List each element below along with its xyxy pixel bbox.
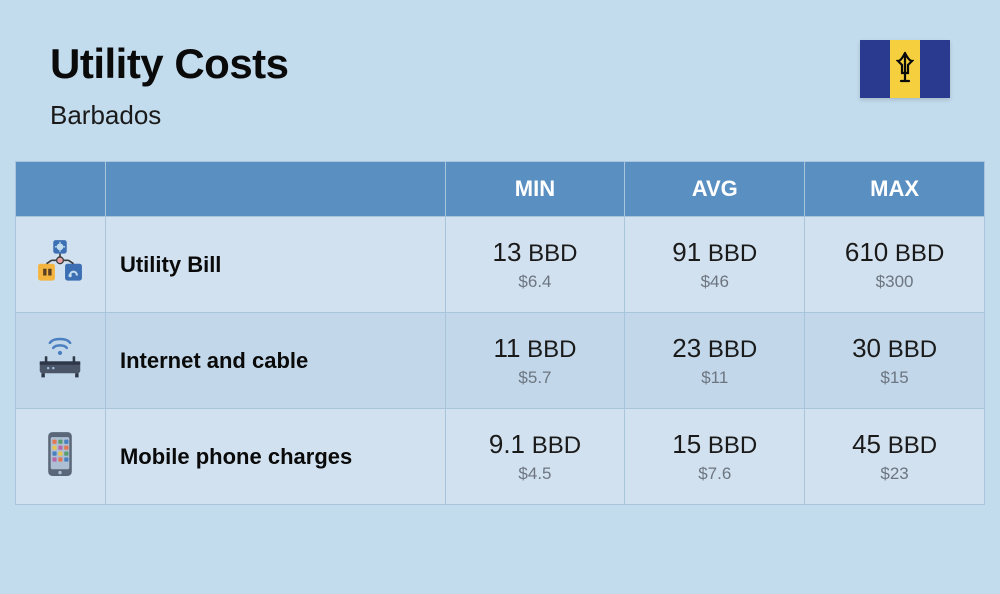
secondary-value: $4.5 (456, 464, 615, 484)
table-header-row: MIN AVG MAX (16, 162, 985, 217)
cell-max: 30 BBD $15 (805, 313, 985, 409)
primary-value: 9.1 BBD (456, 429, 615, 460)
col-icon (16, 162, 106, 217)
primary-value: 30 BBD (815, 333, 974, 364)
cell-avg: 91 BBD $46 (625, 217, 805, 313)
secondary-value: $300 (815, 272, 974, 292)
phone-icon (33, 427, 87, 481)
secondary-value: $11 (635, 368, 794, 388)
primary-value: 23 BBD (635, 333, 794, 364)
col-max: MAX (805, 162, 985, 217)
primary-value: 610 BBD (815, 237, 974, 268)
row-label: Utility Bill (105, 217, 445, 313)
col-min: MIN (445, 162, 625, 217)
cell-max: 610 BBD $300 (805, 217, 985, 313)
cell-min: 13 BBD $6.4 (445, 217, 625, 313)
secondary-value: $5.7 (456, 368, 615, 388)
row-icon-cell (16, 409, 106, 505)
col-label (105, 162, 445, 217)
primary-value: 45 BBD (815, 429, 974, 460)
trident-icon (896, 51, 914, 87)
secondary-value: $23 (815, 464, 974, 484)
row-label: Internet and cable (105, 313, 445, 409)
costs-table: MIN AVG MAX (15, 161, 985, 505)
secondary-value: $7.6 (635, 464, 794, 484)
row-icon-cell (16, 217, 106, 313)
secondary-value: $15 (815, 368, 974, 388)
table-row: Internet and cable 11 BBD $5.7 23 BBD $1… (16, 313, 985, 409)
page-subtitle: Barbados (50, 100, 289, 131)
secondary-value: $46 (635, 272, 794, 292)
primary-value: 11 BBD (456, 333, 615, 364)
secondary-value: $6.4 (456, 272, 615, 292)
flag-stripe-right (920, 40, 950, 98)
flag-stripe-left (860, 40, 890, 98)
cell-min: 9.1 BBD $4.5 (445, 409, 625, 505)
cell-avg: 15 BBD $7.6 (625, 409, 805, 505)
cell-max: 45 BBD $23 (805, 409, 985, 505)
row-icon-cell (16, 313, 106, 409)
primary-value: 91 BBD (635, 237, 794, 268)
table-body: Utility Bill 13 BBD $6.4 91 BBD $46 610 … (16, 217, 985, 505)
cell-min: 11 BBD $5.7 (445, 313, 625, 409)
flag-stripe-center (890, 40, 920, 98)
router-icon (33, 331, 87, 385)
page-title: Utility Costs (50, 40, 289, 88)
row-label: Mobile phone charges (105, 409, 445, 505)
table-row: Mobile phone charges 9.1 BBD $4.5 15 BBD… (16, 409, 985, 505)
table-row: Utility Bill 13 BBD $6.4 91 BBD $46 610 … (16, 217, 985, 313)
header: Utility Costs Barbados (0, 0, 1000, 161)
title-block: Utility Costs Barbados (50, 40, 289, 131)
utility-icon (33, 235, 87, 289)
cell-avg: 23 BBD $11 (625, 313, 805, 409)
flag-barbados (860, 40, 950, 98)
primary-value: 13 BBD (456, 237, 615, 268)
primary-value: 15 BBD (635, 429, 794, 460)
col-avg: AVG (625, 162, 805, 217)
